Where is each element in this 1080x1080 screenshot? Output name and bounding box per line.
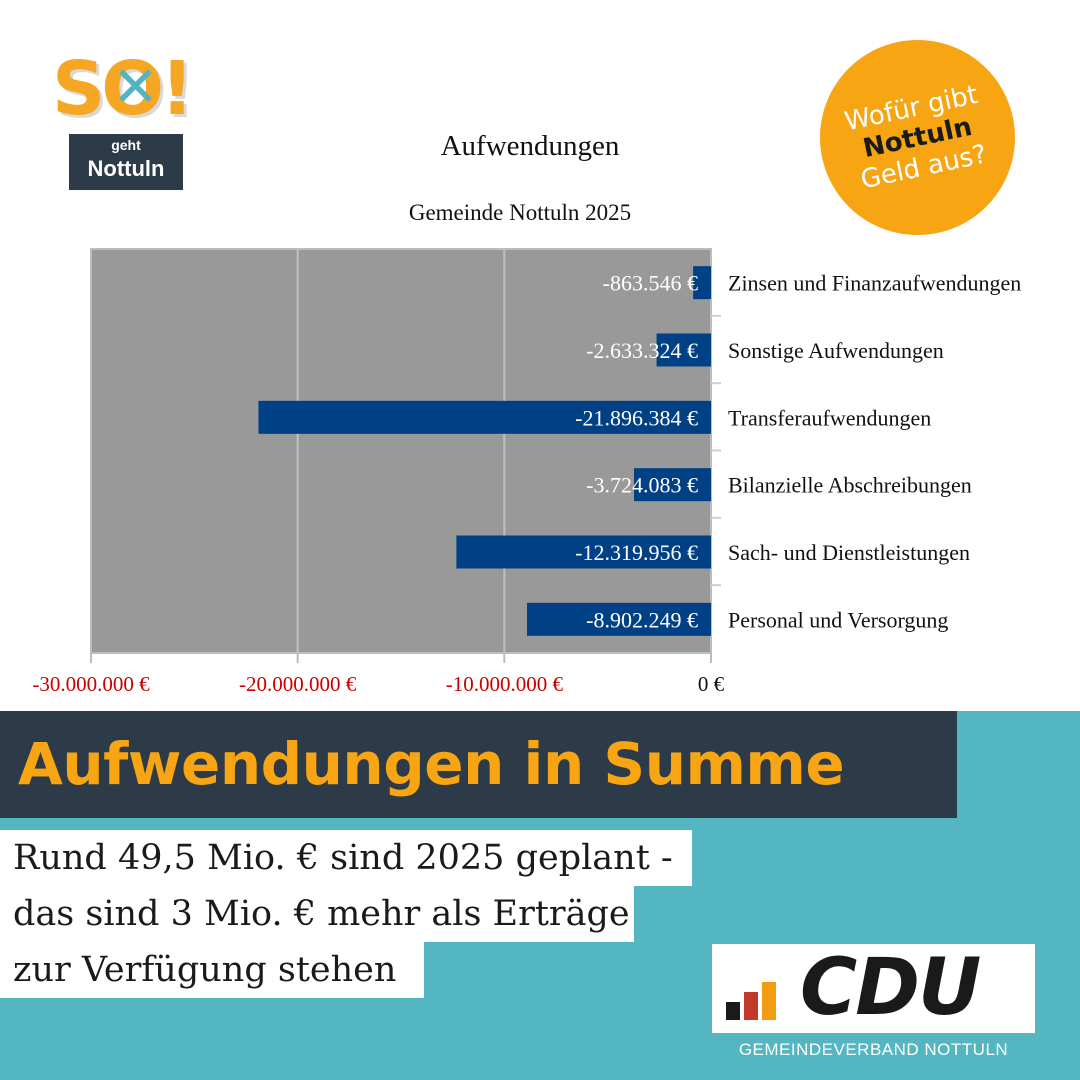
logo-small-text: geht xyxy=(111,137,141,153)
body-line-1: Rund 49,5 Mio. € sind 2025 geplant - xyxy=(0,830,692,886)
logo-place-text: Nottuln xyxy=(87,156,165,181)
data-label: -2.633.324 € xyxy=(586,338,698,363)
bar xyxy=(693,266,711,300)
category-label: Sonstige Aufwendungen xyxy=(728,338,944,363)
headline: Aufwendungen in Summe xyxy=(18,730,845,798)
cdu-logo xyxy=(712,944,1035,1033)
logo-main-text: SO! xyxy=(52,46,194,132)
plot-area xyxy=(90,248,712,654)
bar xyxy=(634,468,711,502)
cdu-stripe-black xyxy=(726,1002,740,1020)
category-label: Transferaufwendungen xyxy=(728,405,931,430)
cdu-stripe-red xyxy=(744,992,758,1020)
x-tick-label: 0 € xyxy=(698,672,725,696)
x-tick-label: -30.000.000 € xyxy=(32,672,150,696)
bar-chart: -30.000.000 € -20.000.000 € -10.000.000 € 0… xyxy=(32,248,1021,696)
category-label: Personal und Versorgung xyxy=(728,607,948,632)
body-line-3: zur Verfügung stehen xyxy=(0,942,424,998)
category-label: Sach- und Dienstleistungen xyxy=(728,540,970,565)
logo-place-box: geht Nottuln xyxy=(69,134,183,190)
x-tick-label: -20.000.000 € xyxy=(239,672,357,696)
data-label: -863.546 € xyxy=(603,271,698,296)
category-label: Zinsen und Finanzaufwendungen xyxy=(728,271,1021,296)
category-label: Bilanzielle Abschreibungen xyxy=(728,473,972,498)
data-label: -21.896.384 € xyxy=(575,405,698,430)
bar xyxy=(456,535,711,569)
bar xyxy=(656,333,711,367)
chart-subtitle: Gemeinde Nottuln 2025 xyxy=(408,200,632,225)
headline-box xyxy=(0,711,957,818)
data-label: -3.724.083 € xyxy=(586,473,698,498)
data-label: -12.319.956 € xyxy=(575,540,698,565)
bar xyxy=(258,400,711,434)
body-line-2: das sind 3 Mio. € mehr als Erträge xyxy=(0,886,634,942)
bar xyxy=(527,602,711,636)
cdu-subtitle: GEMEINDEVERBAND NOTTULN xyxy=(738,1040,1009,1059)
data-label: -8.902.249 € xyxy=(586,607,698,632)
cdu-wordmark: CDU xyxy=(800,943,981,1033)
cdu-stripe-gold xyxy=(762,982,776,1020)
question-badge: Wofür gibt Nottuln Geld aus? xyxy=(820,40,1015,235)
logo-cross-icon: ✕ xyxy=(112,55,159,120)
x-tick-label: -10.000.000 € xyxy=(446,672,564,696)
chart-title: Aufwendungen xyxy=(440,130,620,162)
